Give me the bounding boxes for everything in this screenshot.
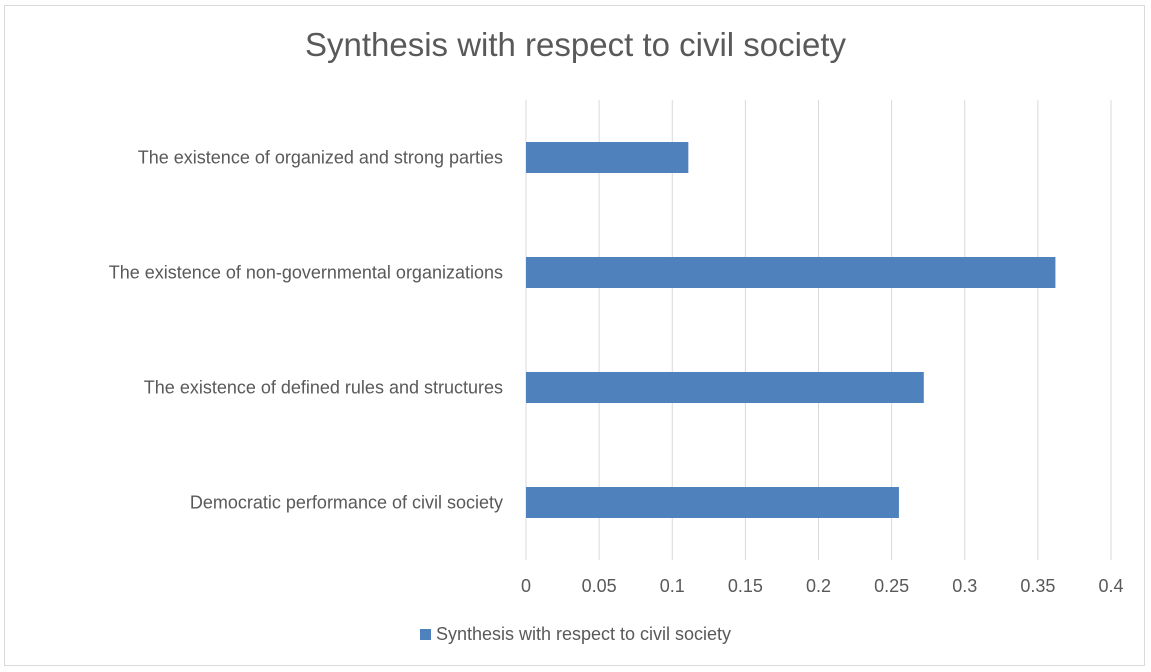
bar bbox=[526, 372, 924, 403]
x-tick-label: 0.4 bbox=[1098, 576, 1123, 596]
bar bbox=[526, 487, 899, 518]
category-label: The existence of non-governmental organi… bbox=[109, 263, 503, 283]
category-label: The existence of organized and strong pa… bbox=[138, 148, 503, 168]
bar bbox=[526, 142, 689, 173]
legend: Synthesis with respect to civil society bbox=[0, 624, 1151, 645]
x-tick-label: 0.1 bbox=[660, 576, 685, 596]
category-label: The existence of defined rules and struc… bbox=[144, 378, 503, 398]
bar bbox=[526, 257, 1056, 288]
x-tick-label: 0.3 bbox=[952, 576, 977, 596]
category-labels: Democratic performance of civil society T… bbox=[109, 148, 503, 513]
x-tick-label: 0.05 bbox=[582, 576, 617, 596]
legend-swatch bbox=[419, 629, 431, 640]
x-tick-label: 0.2 bbox=[806, 576, 831, 596]
chart-frame bbox=[4, 5, 1145, 666]
x-tick-label: 0.15 bbox=[728, 576, 763, 596]
chart-title: Synthesis with respect to civil society bbox=[304, 26, 847, 63]
x-tick-label: 0.35 bbox=[1020, 576, 1055, 596]
category-label: Democratic performance of civil society bbox=[190, 493, 503, 513]
x-tick-label: 0.25 bbox=[874, 576, 909, 596]
x-tick-labels: 0 0.05 0.1 0.15 0.2 0.25 0.3 0.35 0.4 bbox=[521, 576, 1124, 596]
x-tick-label: 0 bbox=[521, 576, 531, 596]
gridlines bbox=[525, 100, 1112, 560]
bars bbox=[526, 142, 1056, 518]
legend-label: Synthesis with respect to civil society bbox=[435, 624, 732, 644]
